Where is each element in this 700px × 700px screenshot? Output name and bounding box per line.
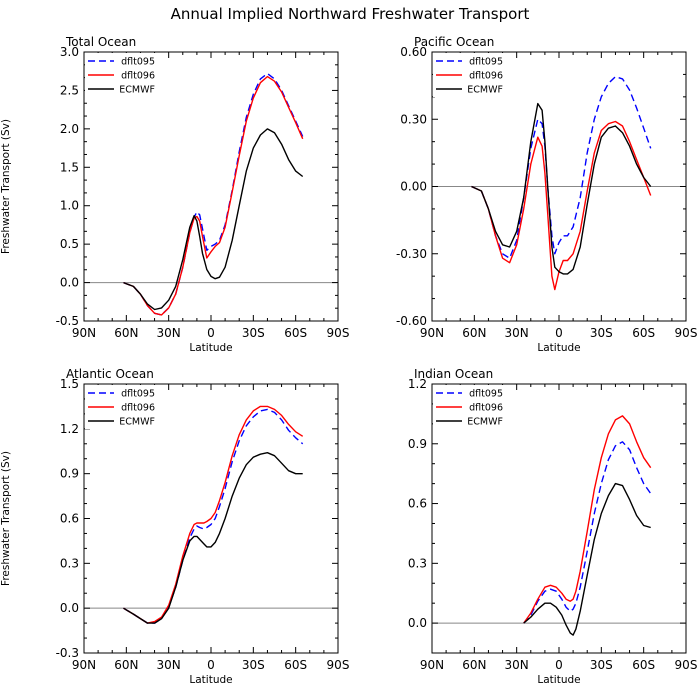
panel-indian-ocean: 90N 60N 30N 0 30S 60S 90S 0.0 0.3 0.6 0.9 1.2 Latitu…: [408, 367, 698, 686]
legend-label-dflt096: dflt096: [121, 71, 155, 82]
x-tick-label: 60N: [114, 658, 138, 672]
y-tick-label: 0.9: [408, 437, 427, 451]
panel-title: Indian Ocean: [414, 367, 493, 381]
panel-title: Atlantic Ocean: [66, 367, 154, 381]
y-tick-label: 0.0: [60, 276, 79, 290]
y-tick-label: 0.3: [60, 556, 79, 570]
legend: dflt095 dflt096 ECMWF: [85, 385, 157, 429]
legend-label-dflt095: dflt095: [469, 389, 503, 400]
y-tick-label: 0.9: [60, 467, 79, 481]
legend: dflt095 dflt096 ECMWF: [85, 53, 157, 97]
y-tick-label: 1.5: [60, 160, 79, 174]
x-tick-label: 60N: [462, 658, 486, 672]
x-axis-label: Latitude: [537, 342, 580, 354]
y-tick-label: 0.0: [60, 601, 79, 615]
y-tick-label: 0.00: [400, 180, 427, 194]
y-tick-label: -0.30: [396, 247, 427, 261]
x-tick-label: 90S: [675, 326, 698, 340]
y-tick-label: 0.0: [408, 616, 427, 630]
x-axis-label: Latitude: [189, 342, 232, 354]
x-tick-label: 90S: [327, 658, 350, 672]
legend-label-dflt095: dflt095: [121, 389, 155, 400]
legend-label-dflt096: dflt096: [121, 403, 155, 414]
series-line-dflt096: [471, 120, 652, 291]
x-tick-label: 0: [207, 326, 215, 340]
legend-label-dflt095: dflt095: [121, 57, 155, 68]
legend-label-dflt096: dflt096: [469, 71, 503, 82]
x-tick-label: 30N: [505, 658, 529, 672]
y-tick-label: 3.0: [60, 45, 79, 59]
y-axis-label: Freshwater Transport (Sv): [0, 451, 12, 586]
series-line-dflt096: [523, 415, 652, 624]
series-line-dflt096: [123, 405, 304, 624]
series-line-dflt095: [471, 76, 652, 259]
figure-title: Annual Implied Northward Freshwater Tran…: [171, 5, 530, 23]
panel-atlantic-ocean: 90N 60N 30N 0 30S 60S 90S -0.3 0.0 0.3 0.6 0.9 1.2 1.…: [0, 367, 349, 686]
y-tick-label: 1.0: [60, 199, 79, 213]
y-tick-label: 0.6: [60, 512, 79, 526]
series-line-dflt095: [523, 441, 652, 624]
panel-total-ocean: 90N 60N 30N 0 30S 60S 90S -0.5 0.0 0.5 1.0 1.5 2.0 2.…: [0, 35, 349, 354]
legend-label-ecmwf: ECMWF: [119, 417, 155, 428]
series-line-ecmwf: [123, 452, 303, 624]
series-line-dflt095: [123, 408, 304, 624]
series-line-dflt095: [123, 72, 304, 316]
y-tick-label: -0.60: [396, 314, 427, 328]
y-axis-label: Freshwater Transport (Sv): [0, 119, 12, 254]
panel-title: Pacific Ocean: [414, 35, 494, 49]
y-tick-label: -0.5: [56, 314, 79, 328]
y-tick-label: 1.2: [408, 377, 427, 391]
x-tick-label: 30S: [242, 658, 265, 672]
x-tick-label: 60S: [632, 326, 655, 340]
panel-pacific-ocean: 90N 60N 30N 0 30S 60S 90S -0.60 -0.30 0.00 0.30 0.6…: [396, 35, 698, 354]
series-line-dflt096: [123, 75, 304, 316]
y-tick-label: 0.6: [408, 497, 427, 511]
x-tick-label: 30S: [242, 326, 265, 340]
y-tick-label: 2.5: [60, 83, 79, 97]
x-tick-label: 60N: [462, 326, 486, 340]
series-line-ecmwf: [471, 102, 652, 275]
x-tick-label: 30N: [157, 326, 181, 340]
x-tick-label: 0: [555, 658, 563, 672]
x-tick-label: 90S: [327, 326, 350, 340]
y-tick-label: 2.0: [60, 122, 79, 136]
legend: dflt095 dflt096 ECMWF: [433, 385, 505, 429]
x-tick-label: 0: [555, 326, 563, 340]
x-tick-label: 90N: [420, 326, 444, 340]
x-tick-label: 60S: [632, 658, 655, 672]
y-tick-label: -0.3: [56, 646, 79, 660]
y-tick-label: 0.30: [400, 112, 427, 126]
x-tick-label: 90N: [72, 658, 96, 672]
x-axis-label: Latitude: [189, 674, 232, 686]
x-tick-label: 60S: [284, 658, 307, 672]
series-line-ecmwf: [523, 482, 651, 636]
y-tick-label: 1.2: [60, 422, 79, 436]
series-line-ecmwf: [123, 128, 304, 311]
legend-label-dflt096: dflt096: [469, 403, 503, 414]
x-tick-label: 30N: [505, 326, 529, 340]
legend: dflt095 dflt096 ECMWF: [433, 53, 505, 97]
x-tick-label: 30N: [157, 658, 181, 672]
y-tick-label: 0.60: [400, 45, 427, 59]
x-axis-label: Latitude: [537, 674, 580, 686]
legend-label-ecmwf: ECMWF: [467, 85, 503, 96]
x-tick-label: 90N: [72, 326, 96, 340]
y-tick-label: 0.5: [60, 237, 79, 251]
legend-label-ecmwf: ECMWF: [467, 417, 503, 428]
x-tick-label: 60S: [284, 326, 307, 340]
x-tick-label: 0: [207, 658, 215, 672]
x-tick-label: 30S: [590, 326, 613, 340]
legend-label-dflt095: dflt095: [469, 57, 503, 68]
y-tick-label: 1.5: [60, 377, 79, 391]
x-tick-label: 90S: [675, 658, 698, 672]
legend-label-ecmwf: ECMWF: [119, 85, 155, 96]
x-tick-label: 60N: [114, 326, 138, 340]
panel-title: Total Ocean: [65, 35, 136, 49]
y-tick-label: 0.3: [408, 556, 427, 570]
x-tick-label: 30S: [590, 658, 613, 672]
x-tick-label: 90N: [420, 658, 444, 672]
